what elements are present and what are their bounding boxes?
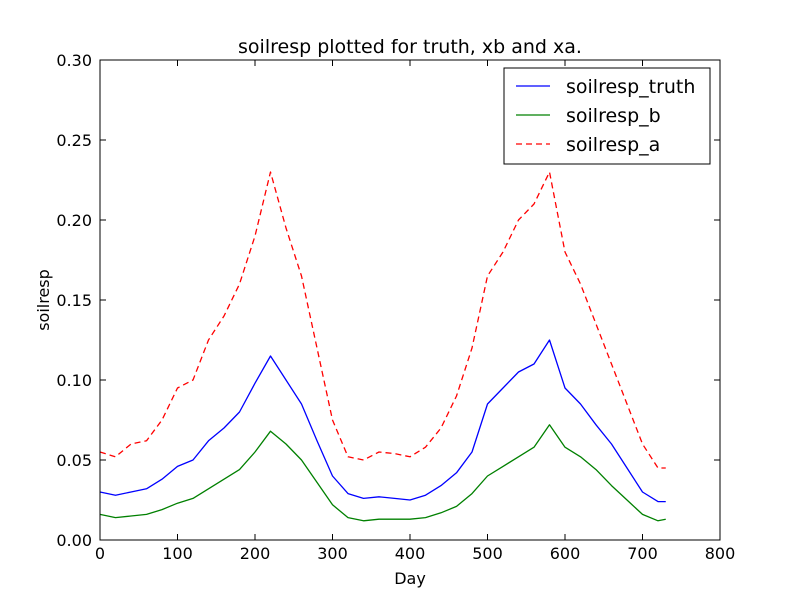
y-tick-label: 0.15 [56, 291, 92, 310]
legend-label-soilresp-a: soilresp_a [566, 134, 660, 156]
legend-label-soilresp-b: soilresp_b [566, 105, 661, 127]
x-tick-label: 400 [395, 544, 426, 563]
y-tick-label: 0.25 [56, 131, 92, 150]
x-axis-title: Day [394, 569, 426, 588]
x-tick-label: 600 [550, 544, 581, 563]
x-tick-label: 300 [317, 544, 348, 563]
y-tick-label: 0.30 [56, 51, 92, 70]
x-tick-label: 800 [705, 544, 736, 563]
y-tick-label: 0.05 [56, 451, 92, 470]
y-tick-label: 0.00 [56, 531, 92, 550]
legend: soilresp_truth soilresp_b soilresp_a [503, 67, 711, 165]
y-axis-title: soilresp [34, 269, 53, 331]
legend-items: soilresp_truth soilresp_b soilresp_a [516, 76, 695, 156]
x-tick-label: 200 [240, 544, 271, 563]
legend-label-soilresp-truth: soilresp_truth [566, 76, 695, 98]
y-tick-label: 0.20 [56, 211, 92, 230]
chart-title: soilresp plotted for truth, xb and xa. [238, 36, 582, 58]
series-line-soilresp-b [99, 424, 666, 522]
x-tick-label: 500 [472, 544, 503, 563]
x-tick-label: 0 [95, 544, 105, 563]
series-line-soilresp-a [99, 171, 666, 469]
series-line-soilresp-truth [99, 339, 666, 503]
series-layer [99, 171, 666, 522]
legend-box [503, 67, 711, 165]
x-tick-label: 100 [162, 544, 193, 563]
y-tick-label: 0.10 [56, 371, 92, 390]
tick-layer: 0 100 200 300 400 500 600 700 800 0.00 0.05 0.10 0.1… [56, 51, 735, 563]
x-tick-label: 700 [627, 544, 658, 563]
